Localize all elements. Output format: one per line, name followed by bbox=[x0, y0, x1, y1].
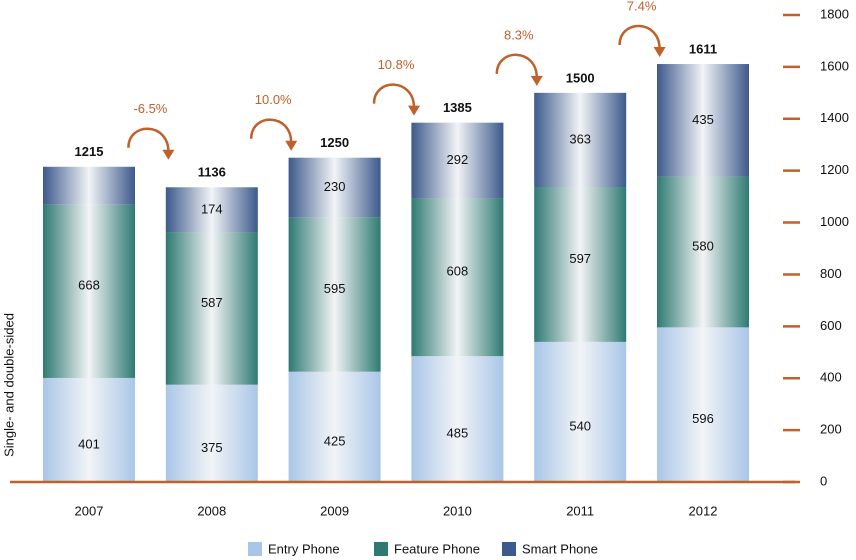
legend-label: Feature Phone bbox=[394, 541, 480, 556]
legend-swatch bbox=[248, 542, 262, 556]
bar-segment bbox=[165, 232, 258, 385]
y-tick-label: 200 bbox=[820, 422, 842, 437]
value-label: 435 bbox=[692, 112, 714, 127]
bar-segment bbox=[411, 122, 504, 199]
bar-segment bbox=[43, 377, 135, 482]
growth-label: 8.3% bbox=[504, 27, 534, 42]
growth-label: -6.5% bbox=[133, 101, 167, 116]
value-label: 363 bbox=[569, 131, 591, 146]
value-label: 668 bbox=[78, 278, 100, 293]
x-tick-label: 2008 bbox=[197, 503, 226, 518]
arrow-head bbox=[653, 47, 666, 58]
bar-segment bbox=[165, 187, 258, 233]
legend-label: Entry Phone bbox=[268, 541, 340, 556]
value-label: 375 bbox=[201, 440, 223, 455]
value-label: 485 bbox=[447, 426, 469, 441]
bar-segment bbox=[411, 356, 504, 482]
bar-segment bbox=[43, 166, 135, 205]
bar-segment bbox=[288, 371, 381, 482]
value-label: 580 bbox=[692, 239, 714, 254]
total-label: 1385 bbox=[443, 100, 472, 115]
y-tick-label: 0 bbox=[820, 473, 827, 488]
bar-segment bbox=[534, 187, 627, 342]
growth-arrow bbox=[372, 83, 416, 108]
value-label: 292 bbox=[447, 152, 469, 167]
growth-label: 7.4% bbox=[627, 0, 657, 13]
value-label: 425 bbox=[324, 433, 346, 448]
x-tick-label: 2012 bbox=[689, 503, 718, 518]
bar-segment bbox=[657, 64, 749, 177]
bar-segment bbox=[534, 341, 627, 482]
x-tick-label: 2011 bbox=[566, 503, 594, 518]
y-tick-label: 1400 bbox=[820, 110, 849, 125]
growth-arrow bbox=[618, 24, 661, 50]
value-label: 596 bbox=[692, 411, 714, 426]
bar-segment bbox=[288, 157, 381, 218]
total-label: 1250 bbox=[320, 135, 349, 150]
value-label: 540 bbox=[569, 418, 591, 433]
value-label: 595 bbox=[324, 281, 346, 296]
total-label: 1136 bbox=[198, 165, 226, 180]
total-label: 1500 bbox=[566, 70, 595, 85]
arrow-head bbox=[530, 75, 543, 86]
y-tick-label: 600 bbox=[820, 318, 842, 333]
growth-arrow bbox=[127, 127, 170, 152]
bar-segment bbox=[411, 198, 504, 357]
growth-arrow bbox=[249, 118, 293, 143]
y-tick-label: 1200 bbox=[820, 162, 849, 177]
legend-swatch bbox=[502, 542, 516, 556]
bar-segment bbox=[165, 384, 258, 482]
arrow-head bbox=[285, 140, 298, 151]
legend-swatch bbox=[374, 542, 388, 556]
arrow-head bbox=[162, 149, 175, 160]
bar-segment bbox=[534, 92, 627, 188]
y-tick-label: 1000 bbox=[820, 214, 849, 229]
value-label: 597 bbox=[569, 251, 591, 266]
value-label: 174 bbox=[201, 201, 223, 216]
total-label: 1215 bbox=[75, 144, 104, 159]
x-tick-label: 2010 bbox=[443, 503, 472, 518]
y-tick-label: 400 bbox=[820, 370, 842, 385]
y-axis-label: Single- and double-sided bbox=[1, 313, 16, 457]
bar-segment bbox=[657, 176, 749, 328]
x-tick-label: 2009 bbox=[320, 503, 349, 518]
bar-segment bbox=[657, 327, 749, 482]
growth-arrow bbox=[495, 53, 539, 78]
legend-label: Smart Phone bbox=[522, 541, 598, 556]
value-label: 608 bbox=[447, 264, 469, 279]
arrow-head bbox=[408, 105, 420, 116]
value-label: 230 bbox=[324, 179, 346, 194]
total-label: 1611 bbox=[689, 41, 717, 56]
value-label: 587 bbox=[201, 295, 223, 310]
growth-label: 10.8% bbox=[378, 57, 415, 72]
bar-segment bbox=[43, 204, 135, 378]
y-tick-label: 800 bbox=[820, 266, 842, 281]
y-tick-label: 1600 bbox=[820, 58, 849, 73]
y-tick-label: 1800 bbox=[820, 6, 849, 21]
growth-label: 10.0% bbox=[255, 92, 292, 107]
x-tick-label: 2007 bbox=[75, 503, 104, 518]
value-label: 401 bbox=[78, 436, 100, 451]
bar-segment bbox=[288, 217, 381, 372]
